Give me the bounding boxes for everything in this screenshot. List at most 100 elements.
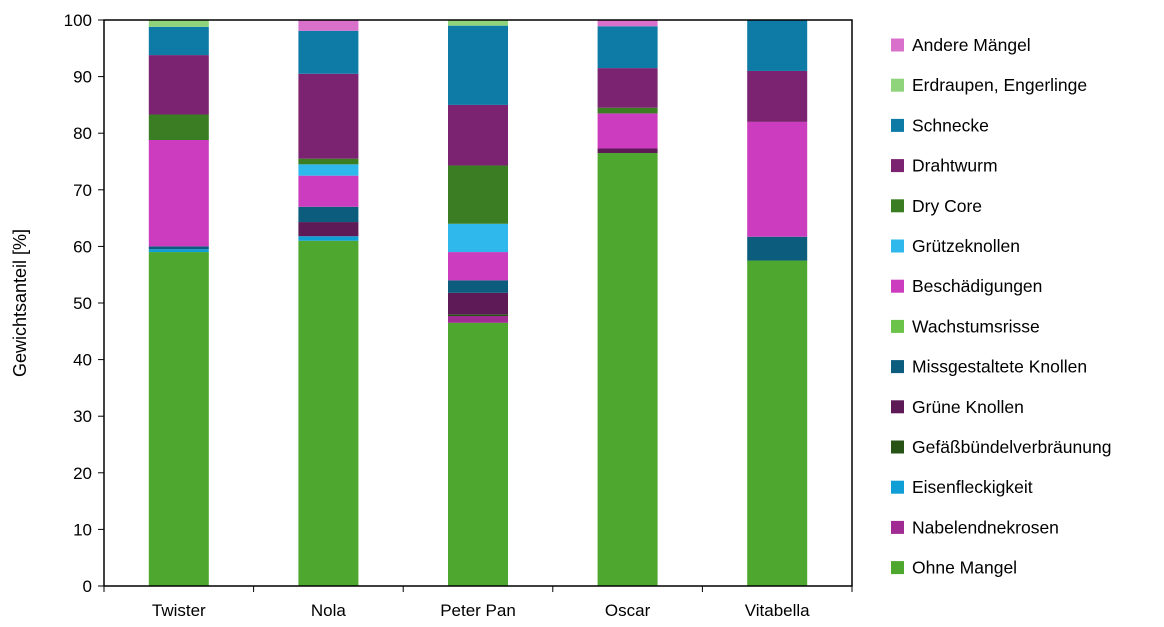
bar-segment-oscar-andere-maengel xyxy=(597,20,658,27)
y-axis: 0 10 20 30 40 50 60 70 80 90 100 xyxy=(64,11,104,596)
legend-label: Gefäßbündelverbräunung xyxy=(912,437,1111,457)
legend-label: Dry Core xyxy=(912,196,982,216)
bar-segment-oscar-dry-core xyxy=(597,107,658,114)
bar-segment-peter-pan-erdraupen-engerlinge xyxy=(448,20,508,26)
legend-swatch xyxy=(891,199,904,213)
legend-swatch xyxy=(891,360,904,374)
legend-swatch xyxy=(891,239,904,253)
y-tick-label: 30 xyxy=(73,407,92,426)
bar-segment-oscar-beschaedigungen xyxy=(597,113,658,149)
y-tick-label: 0 xyxy=(83,577,92,596)
legend-swatch xyxy=(891,561,904,575)
x-axis: Twister Nola Peter Pan Oscar Vitabella xyxy=(103,586,853,620)
legend-label: Grützeknollen xyxy=(912,236,1020,256)
legend-label: Beschädigungen xyxy=(912,276,1042,296)
legend-item-wachstumsrisse: Wachstumsrisse xyxy=(891,316,1040,336)
bar-segment-oscar-ohne-mangel xyxy=(597,153,658,586)
bar-segment-peter-pan-drahtwurm xyxy=(448,104,508,166)
y-tick-label: 70 xyxy=(73,181,92,200)
legend-item-andere-maengel: Andere Mängel xyxy=(891,35,1031,55)
bar-segment-nola-drahtwurm xyxy=(298,73,359,159)
bar-segment-oscar-gruene-knollen xyxy=(597,148,658,154)
bar-segment-nola-gruetzeknollen xyxy=(298,164,359,176)
bar-segment-peter-pan-beschaedigungen xyxy=(448,252,508,281)
legend-item-schnecke: Schnecke xyxy=(891,115,989,135)
legend-swatch xyxy=(891,440,904,454)
legend-label: Missgestaltete Knollen xyxy=(912,357,1087,377)
bar-segment-twister-beschaedigungen xyxy=(148,139,209,247)
legend-item-nabelendnekrosen: Nabelendnekrosen xyxy=(891,517,1059,537)
legend-label: Eisenfleckigkeit xyxy=(912,477,1033,497)
bar-segment-twister-missgestaltete-knollen xyxy=(148,246,209,250)
bar-segment-twister-schnecke xyxy=(148,26,209,56)
bar-segment-nola-missgestaltete-knollen xyxy=(298,206,359,223)
legend: Andere Mängel Erdraupen, Engerlinge Schnec… xyxy=(891,35,1111,578)
bar-segment-peter-pan-missgestaltete-knollen xyxy=(448,280,508,293)
bar-segment-twister-erdraupen-engerlinge xyxy=(148,20,209,27)
bar-segment-twister-ohne-mangel xyxy=(148,252,209,586)
legend-item-ohne-mangel: Ohne Mangel xyxy=(891,558,1017,578)
bar-segment-nola-gruene-knollen xyxy=(298,222,359,237)
legend-swatch xyxy=(891,78,904,92)
bar-segment-peter-pan-gruene-knollen xyxy=(448,292,508,315)
x-tick-label: Twister xyxy=(152,601,206,620)
x-tick-label: Oscar xyxy=(605,601,651,620)
legend-item-missgestaltete-knollen: Missgestaltete Knollen xyxy=(891,357,1087,377)
legend-swatch xyxy=(891,520,904,534)
legend-item-gefaessbuendelverbraeunung: Gefäßbündelverbräunung xyxy=(891,437,1111,457)
legend-label: Grüne Knollen xyxy=(912,397,1024,417)
bar-segment-nola-eisenfleckigkeit xyxy=(298,236,359,241)
legend-item-drahtwurm: Drahtwurm xyxy=(891,156,998,176)
y-tick-label: 50 xyxy=(73,294,92,313)
bar-segment-peter-pan-nabelendnekrosen xyxy=(448,316,508,323)
bar-segment-nola-beschaedigungen xyxy=(298,175,359,207)
legend-label: Erdraupen, Engerlinge xyxy=(912,75,1087,95)
bar-segment-oscar-drahtwurm xyxy=(597,68,658,108)
bar-segment-vitabella-schnecke xyxy=(747,20,808,71)
bar-segment-vitabella-drahtwurm xyxy=(747,70,808,122)
legend-item-erdraupen-engerlinge: Erdraupen, Engerlinge xyxy=(891,75,1087,95)
y-tick-label: 100 xyxy=(64,11,92,30)
legend-item-beschaedigungen: Beschädigungen xyxy=(891,276,1042,296)
legend-swatch xyxy=(891,319,904,333)
bar-segment-peter-pan-ohne-mangel xyxy=(448,322,508,586)
x-tick-label: Peter Pan xyxy=(440,601,516,620)
bar-segment-nola-andere-maengel xyxy=(298,20,359,31)
legend-label: Wachstumsrisse xyxy=(912,316,1040,336)
legend-label: Drahtwurm xyxy=(912,156,998,176)
bar-segment-peter-pan-gruetzeknollen xyxy=(448,223,508,253)
bar-segment-peter-pan-dry-core xyxy=(448,165,508,224)
y-axis-label: Gewichtsanteil [%] xyxy=(10,229,30,377)
legend-item-gruetzeknollen: Grützeknollen xyxy=(891,236,1020,256)
legend-label: Andere Mängel xyxy=(912,35,1031,55)
bar-layer xyxy=(148,20,808,587)
bar-segment-twister-dry-core xyxy=(148,114,209,140)
y-tick-label: 60 xyxy=(73,237,92,256)
x-tick-label: Nola xyxy=(311,601,347,620)
legend-swatch xyxy=(891,38,904,52)
bar-segment-peter-pan-schnecke xyxy=(448,25,508,105)
legend-swatch xyxy=(891,118,904,132)
legend-swatch xyxy=(891,279,904,293)
legend-item-eisenfleckigkeit: Eisenfleckigkeit xyxy=(891,477,1033,497)
y-tick-label: 10 xyxy=(73,520,92,539)
y-tick-label: 80 xyxy=(73,124,92,143)
legend-swatch xyxy=(891,159,904,173)
legend-item-gruene-knollen: Grüne Knollen xyxy=(891,397,1024,417)
bar-segment-nola-ohne-mangel xyxy=(298,240,359,587)
y-tick-label: 20 xyxy=(73,464,92,483)
x-tick-label: Vitabella xyxy=(745,601,810,620)
legend-label: Ohne Mangel xyxy=(912,558,1017,578)
legend-label: Schnecke xyxy=(912,115,989,135)
y-tick-label: 40 xyxy=(73,351,92,370)
bar-segment-nola-dry-core xyxy=(298,158,359,165)
legend-swatch xyxy=(891,400,904,414)
legend-item-dry-core: Dry Core xyxy=(891,196,982,216)
bar-segment-peter-pan-gefaessbuendelverbraeunung xyxy=(448,314,508,317)
bar-segment-vitabella-missgestaltete-knollen xyxy=(747,236,808,261)
bar-segment-oscar-schnecke xyxy=(597,26,658,69)
bar-segment-nola-schnecke xyxy=(298,30,359,74)
bar-segment-twister-eisenfleckigkeit xyxy=(148,249,209,253)
bar-segment-vitabella-ohne-mangel xyxy=(747,260,808,586)
